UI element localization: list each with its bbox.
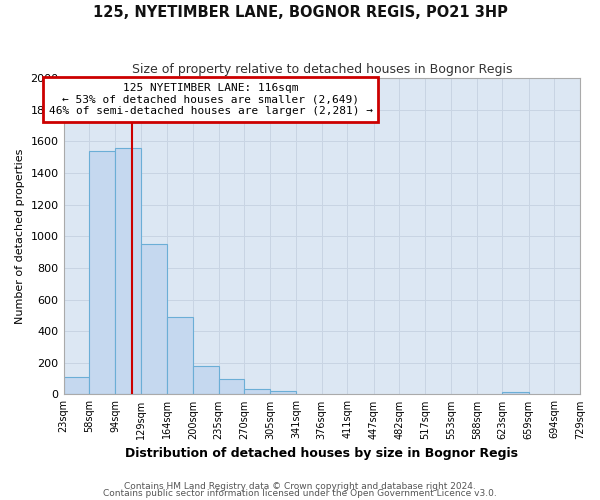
Bar [218,378,244,394]
Title: Size of property relative to detached houses in Bognor Regis: Size of property relative to detached ho… [131,62,512,76]
Bar [244,389,270,394]
Bar [502,392,529,394]
Text: Contains HM Land Registry data © Crown copyright and database right 2024.: Contains HM Land Registry data © Crown c… [124,482,476,491]
Bar [64,377,89,394]
Text: 125, NYETIMBER LANE, BOGNOR REGIS, PO21 3HP: 125, NYETIMBER LANE, BOGNOR REGIS, PO21 … [92,5,508,20]
Text: 125 NYETIMBER LANE: 116sqm
← 53% of detached houses are smaller (2,649)
46% of s: 125 NYETIMBER LANE: 116sqm ← 53% of deta… [49,83,373,116]
Bar [115,148,141,394]
X-axis label: Distribution of detached houses by size in Bognor Regis: Distribution of detached houses by size … [125,447,518,460]
Text: Contains public sector information licensed under the Open Government Licence v3: Contains public sector information licen… [103,489,497,498]
Y-axis label: Number of detached properties: Number of detached properties [15,148,25,324]
Bar [89,151,115,394]
Bar [141,244,167,394]
Bar [270,392,296,394]
Bar [193,366,218,394]
Bar [167,317,193,394]
